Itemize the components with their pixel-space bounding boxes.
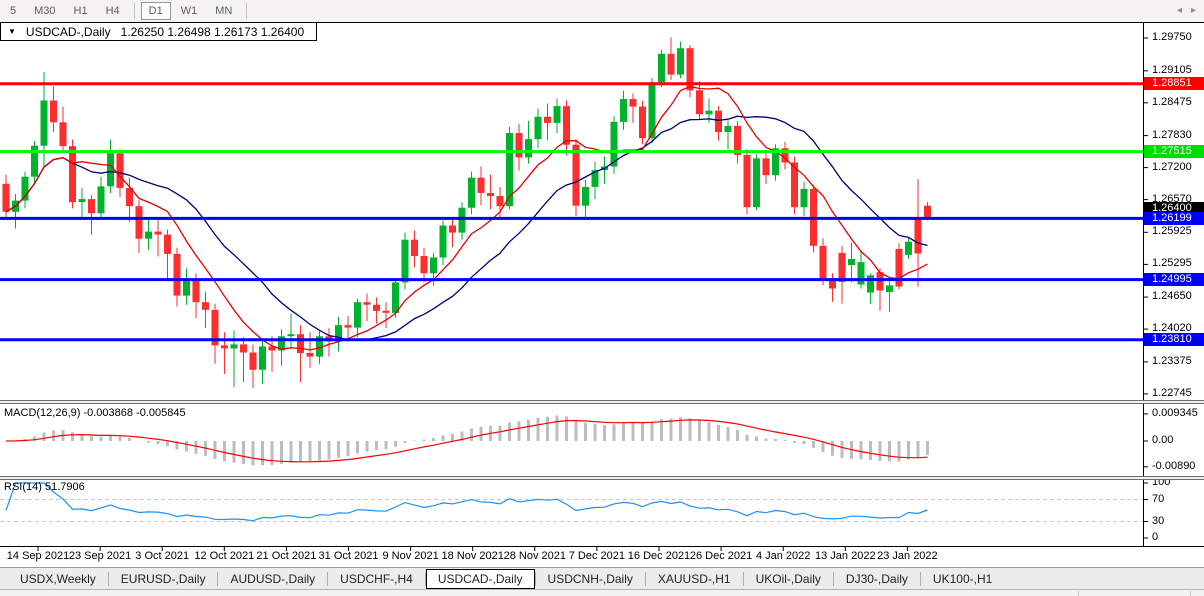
tab-separator — [107, 571, 109, 586]
price-badge: 1.28851 — [1144, 77, 1204, 91]
tab-separator — [644, 571, 646, 586]
tab-separator — [534, 571, 536, 586]
chart-symbol-box[interactable]: ▼ USDCAD-,Daily 1.26250 1.26498 1.26173 … — [0, 22, 318, 41]
timeframe-button-mn[interactable]: MN — [215, 5, 233, 17]
price-tick-label: 1.25295 — [1152, 257, 1192, 270]
price-axis[interactable]: 1.29750 1.29105 1.28475 1.27830 1.27200 1.265… — [1143, 0, 1204, 547]
chart-tab-ukoil-daily[interactable]: UKOil-,Daily — [755, 571, 821, 586]
macd-signal-line — [5, 419, 928, 463]
tab-separator — [919, 571, 921, 586]
status-separator — [1190, 591, 1191, 596]
chart-symbol-label: USDCAD-,Daily — [25, 24, 111, 39]
chart-tab-usdx-weekly[interactable]: USDX,Weekly — [20, 571, 96, 586]
price-tick-label: 1.27200 — [1152, 160, 1192, 173]
timeframe-button-d1[interactable]: D1 — [140, 2, 171, 20]
date-tick-label: 28 Nov 2021 — [503, 550, 566, 562]
price-tick-label: 1.29105 — [1152, 63, 1192, 76]
tab-scroll-left-icon[interactable]: ◂ — [1176, 5, 1182, 16]
date-tick-label: 3 Oct 2021 — [135, 550, 190, 562]
price-tick-label: 1.27830 — [1152, 128, 1192, 141]
date-tick-label: 23 Jan 2022 — [877, 550, 938, 562]
toolbar-separator — [133, 3, 135, 19]
chart-tab-xauusd-h1[interactable]: XAUUSD-,H1 — [657, 571, 731, 586]
price-badge: 1.26400 — [1144, 201, 1204, 215]
chart-tab-uk100-h1[interactable]: UK100-,H1 — [932, 571, 993, 586]
price-tick-label: 1.29750 — [1152, 31, 1192, 43]
date-tick-label: 4 Jan 2022 — [755, 550, 811, 562]
macd-axis-label: 0.009345 — [1152, 406, 1198, 419]
tab-separator — [327, 571, 329, 586]
price-tick-label: 1.25925 — [1152, 225, 1192, 238]
chart-dropdown-icon: ▼ — [8, 27, 16, 36]
timeframe-button-5[interactable]: 5 — [10, 5, 17, 17]
macd-axis-label: 0.00 — [1152, 434, 1174, 446]
price-tick-label: 1.24020 — [1152, 322, 1192, 335]
date-tick-label: 9 Nov 2021 — [382, 550, 439, 562]
chart-ohlc-values: 1.26250 1.26498 1.26173 1.26400 — [120, 24, 305, 39]
macd-axis-label: -0.00890 — [1152, 459, 1196, 472]
date-tick-label: 16 Dec 2021 — [627, 550, 691, 562]
timeframe-button-h1[interactable]: H1 — [73, 5, 88, 17]
rsi-axis-label: 30 — [1152, 514, 1165, 527]
price-tick-label: 1.23375 — [1152, 354, 1192, 367]
rsi-indicator-label: RSI(14) 51.7906 — [4, 481, 85, 493]
timeframe-toolbar: 5 M30 H1 H4 D1 W1 MN — [0, 0, 1204, 22]
panel-splitter-macd[interactable] — [0, 400, 1204, 404]
price-badge: 1.24995 — [1144, 273, 1204, 287]
candlestick-series — [2, 37, 931, 389]
panel-splitter-rsi[interactable] — [0, 476, 1204, 480]
ma-slow-line — [5, 115, 928, 341]
chart-tab-usdcnh-daily[interactable]: USDCNH-,Daily — [547, 571, 633, 586]
tab-separator — [832, 571, 834, 586]
tab-scroll-arrows: ◂ ▸ — [1177, 5, 1196, 16]
date-tick-label: 18 Nov 2021 — [441, 550, 504, 562]
date-tick-label: 12 Oct 2021 — [194, 550, 255, 562]
price-badge: 1.26199 — [1144, 211, 1204, 225]
macd-indicator-label: MACD(12,26,9) -0.003868 -0.005845 — [4, 407, 186, 419]
price-badge: 1.23810 — [1144, 333, 1204, 347]
date-tick-label: 14 Sep 2021 — [6, 550, 70, 562]
timeframe-button-w1[interactable]: W1 — [180, 5, 198, 17]
rsi-axis-label: 70 — [1152, 492, 1165, 505]
status-bar — [0, 589, 1204, 596]
date-tick-label: 21 Oct 2021 — [256, 550, 317, 562]
date-axis[interactable]: 14 Sep 2021 23 Sep 2021 3 Oct 2021 12 Oct 2… — [0, 550, 1204, 566]
chart-tab-audusd-daily[interactable]: AUDUSD-,Daily — [230, 571, 316, 586]
date-tick-label: 7 Dec 2021 — [568, 550, 626, 562]
rsi-line — [5, 482, 928, 522]
date-tick-label: 13 Jan 2022 — [815, 550, 876, 562]
chart-tab-eurusd-daily[interactable]: EURUSD-,Daily — [120, 571, 206, 586]
status-separator — [1078, 591, 1079, 596]
date-tick-label: 26 Dec 2021 — [689, 550, 753, 562]
tab-separator — [424, 571, 426, 586]
date-tick-label: 31 Oct 2021 — [318, 550, 379, 562]
tab-separator — [217, 571, 219, 586]
macd-histogram — [14, 415, 929, 466]
price-tick-label: 1.22745 — [1152, 386, 1192, 399]
tab-scroll-right-icon[interactable]: ▸ — [1190, 5, 1196, 16]
timeframe-button-m30[interactable]: M30 — [34, 5, 56, 17]
toolbar-separator — [246, 3, 248, 19]
chart-tab-dj30-daily[interactable]: DJ30-,Daily — [845, 571, 908, 586]
price-tick-label: 1.28475 — [1152, 95, 1192, 108]
price-tick-label: 1.24650 — [1152, 290, 1192, 303]
tab-separator — [742, 571, 744, 586]
date-tick-label: 23 Sep 2021 — [68, 550, 132, 562]
chart-tab-usdchf-h4[interactable]: USDCHF-,H4 — [340, 571, 413, 586]
price-tick-label: 1.26570 — [1152, 192, 1192, 205]
timeframe-button-h4[interactable]: H4 — [105, 5, 120, 17]
rsi-axis-label: 0 — [1152, 531, 1159, 543]
price-badge: 1.27515 — [1144, 145, 1204, 159]
chart-tab-usdcad-daily[interactable]: USDCAD-,Daily — [425, 568, 535, 589]
chart-tab-bar: USDX,Weekly EURUSD-,Daily AUDUSD-,Daily USD… — [0, 567, 1204, 589]
